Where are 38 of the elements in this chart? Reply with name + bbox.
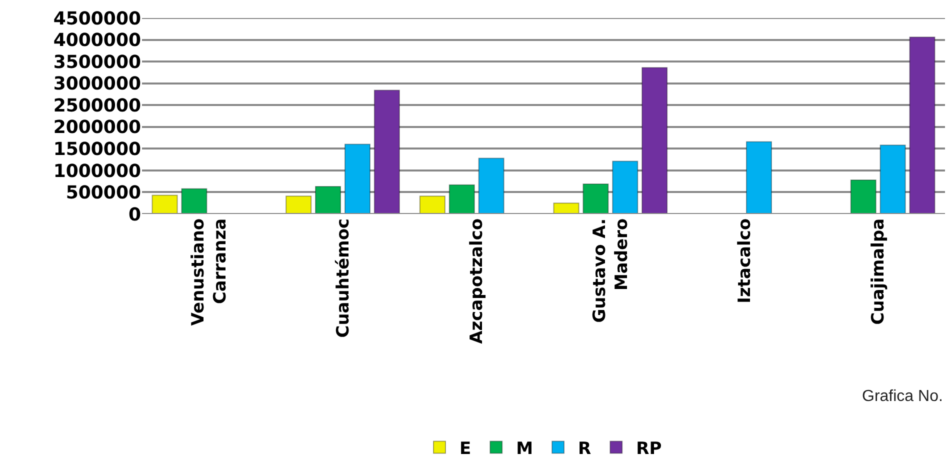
bar [286,196,312,214]
bar [344,144,370,214]
bar [642,67,668,214]
legend-label: RP [636,438,662,459]
bar [909,36,936,214]
bar [850,180,876,214]
y-tick-label: 4500000 [53,8,141,30]
x-tick-label: Gustavo A. Madero [590,218,632,323]
y-tick-label: 3000000 [53,74,141,95]
x-tick-label: Cuajimalpa [868,218,889,325]
bar [152,194,178,214]
y-tick-label: 0 [128,204,141,226]
y-tick-label: 2000000 [53,117,141,138]
text: Grafica No. [862,388,943,405]
legend-label: R [578,438,592,459]
y-tick-label: 1500000 [53,138,141,160]
bar [553,202,580,214]
y-tick-label: 1000000 [53,160,141,182]
legend-label: E [460,438,472,459]
bar [612,160,638,214]
bar [880,144,906,214]
bar [315,186,342,214]
bar [181,188,208,214]
y-tick-label: 2500000 [53,95,141,116]
y-tick-label: 3500000 [53,52,141,73]
bar [582,183,609,214]
y-tick-label: 500000 [66,182,141,204]
x-tick-label: Iztacalco [734,218,755,304]
legend-label: M [516,438,534,459]
x-tick-label: Azcapotzalco [467,218,488,344]
bar [478,158,504,214]
bar [374,90,400,214]
bar [746,141,772,214]
bar [448,184,475,214]
y-tick-label: 4000000 [53,30,141,52]
x-tick-label: Cuauhtémoc [333,218,354,338]
bar [419,196,446,214]
x-tick-label: Venustiano Carranza [188,218,230,326]
